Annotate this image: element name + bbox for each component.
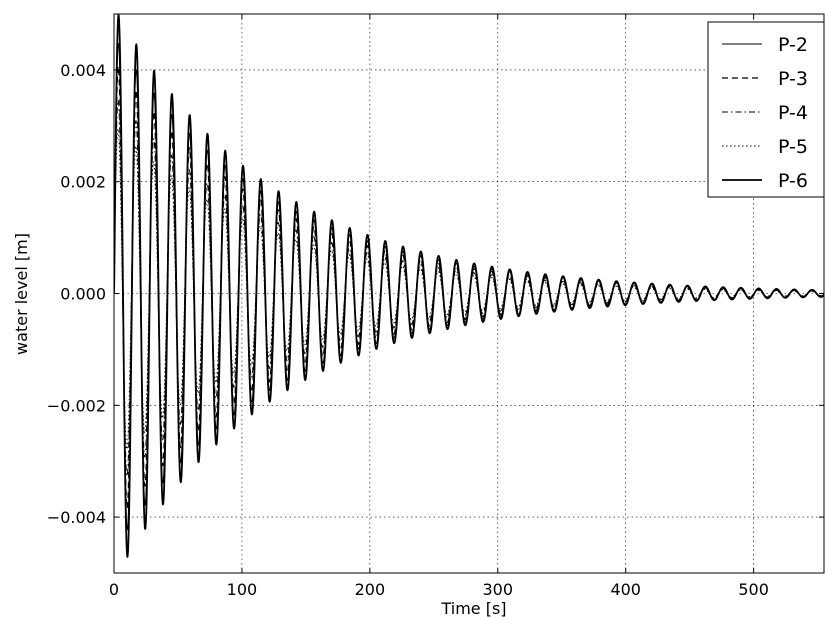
x-tick-label: 100 (227, 580, 258, 599)
x-axis-title: Time [s] (440, 599, 506, 617)
x-tick-labels: 0 100 200 300 400 500 (109, 580, 769, 599)
y-axis-title: water level [m] (12, 233, 31, 355)
x-tick-label: 400 (610, 580, 641, 599)
y-tick-label: 0.002 (60, 173, 106, 192)
x-tick-label: 200 (355, 580, 386, 599)
y-tick-labels: −0.004 −0.002 0.000 0.002 0.004 (47, 61, 106, 527)
legend-label: P-5 (778, 136, 808, 158)
x-tick-label: 500 (738, 580, 769, 599)
legend-label: P-2 (778, 34, 808, 56)
axis-ticks (113, 14, 824, 573)
y-tick-label: −0.004 (47, 508, 106, 527)
legend-label: P-4 (778, 102, 808, 124)
y-tick-label: −0.002 (47, 396, 106, 415)
y-tick-label: 0.000 (60, 285, 106, 304)
legend: P-2 P-3 P-4 P-5 P-6 (707, 21, 825, 198)
series-line-p-6 (114, 14, 825, 558)
legend-label: P-3 (778, 68, 808, 90)
legend-label: P-6 (778, 170, 808, 192)
x-tick-label: 300 (483, 580, 514, 599)
y-tick-label: 0.004 (60, 61, 106, 80)
plot-area (114, 14, 825, 558)
x-tick-label: 0 (109, 580, 119, 599)
legend-box (707, 21, 825, 198)
